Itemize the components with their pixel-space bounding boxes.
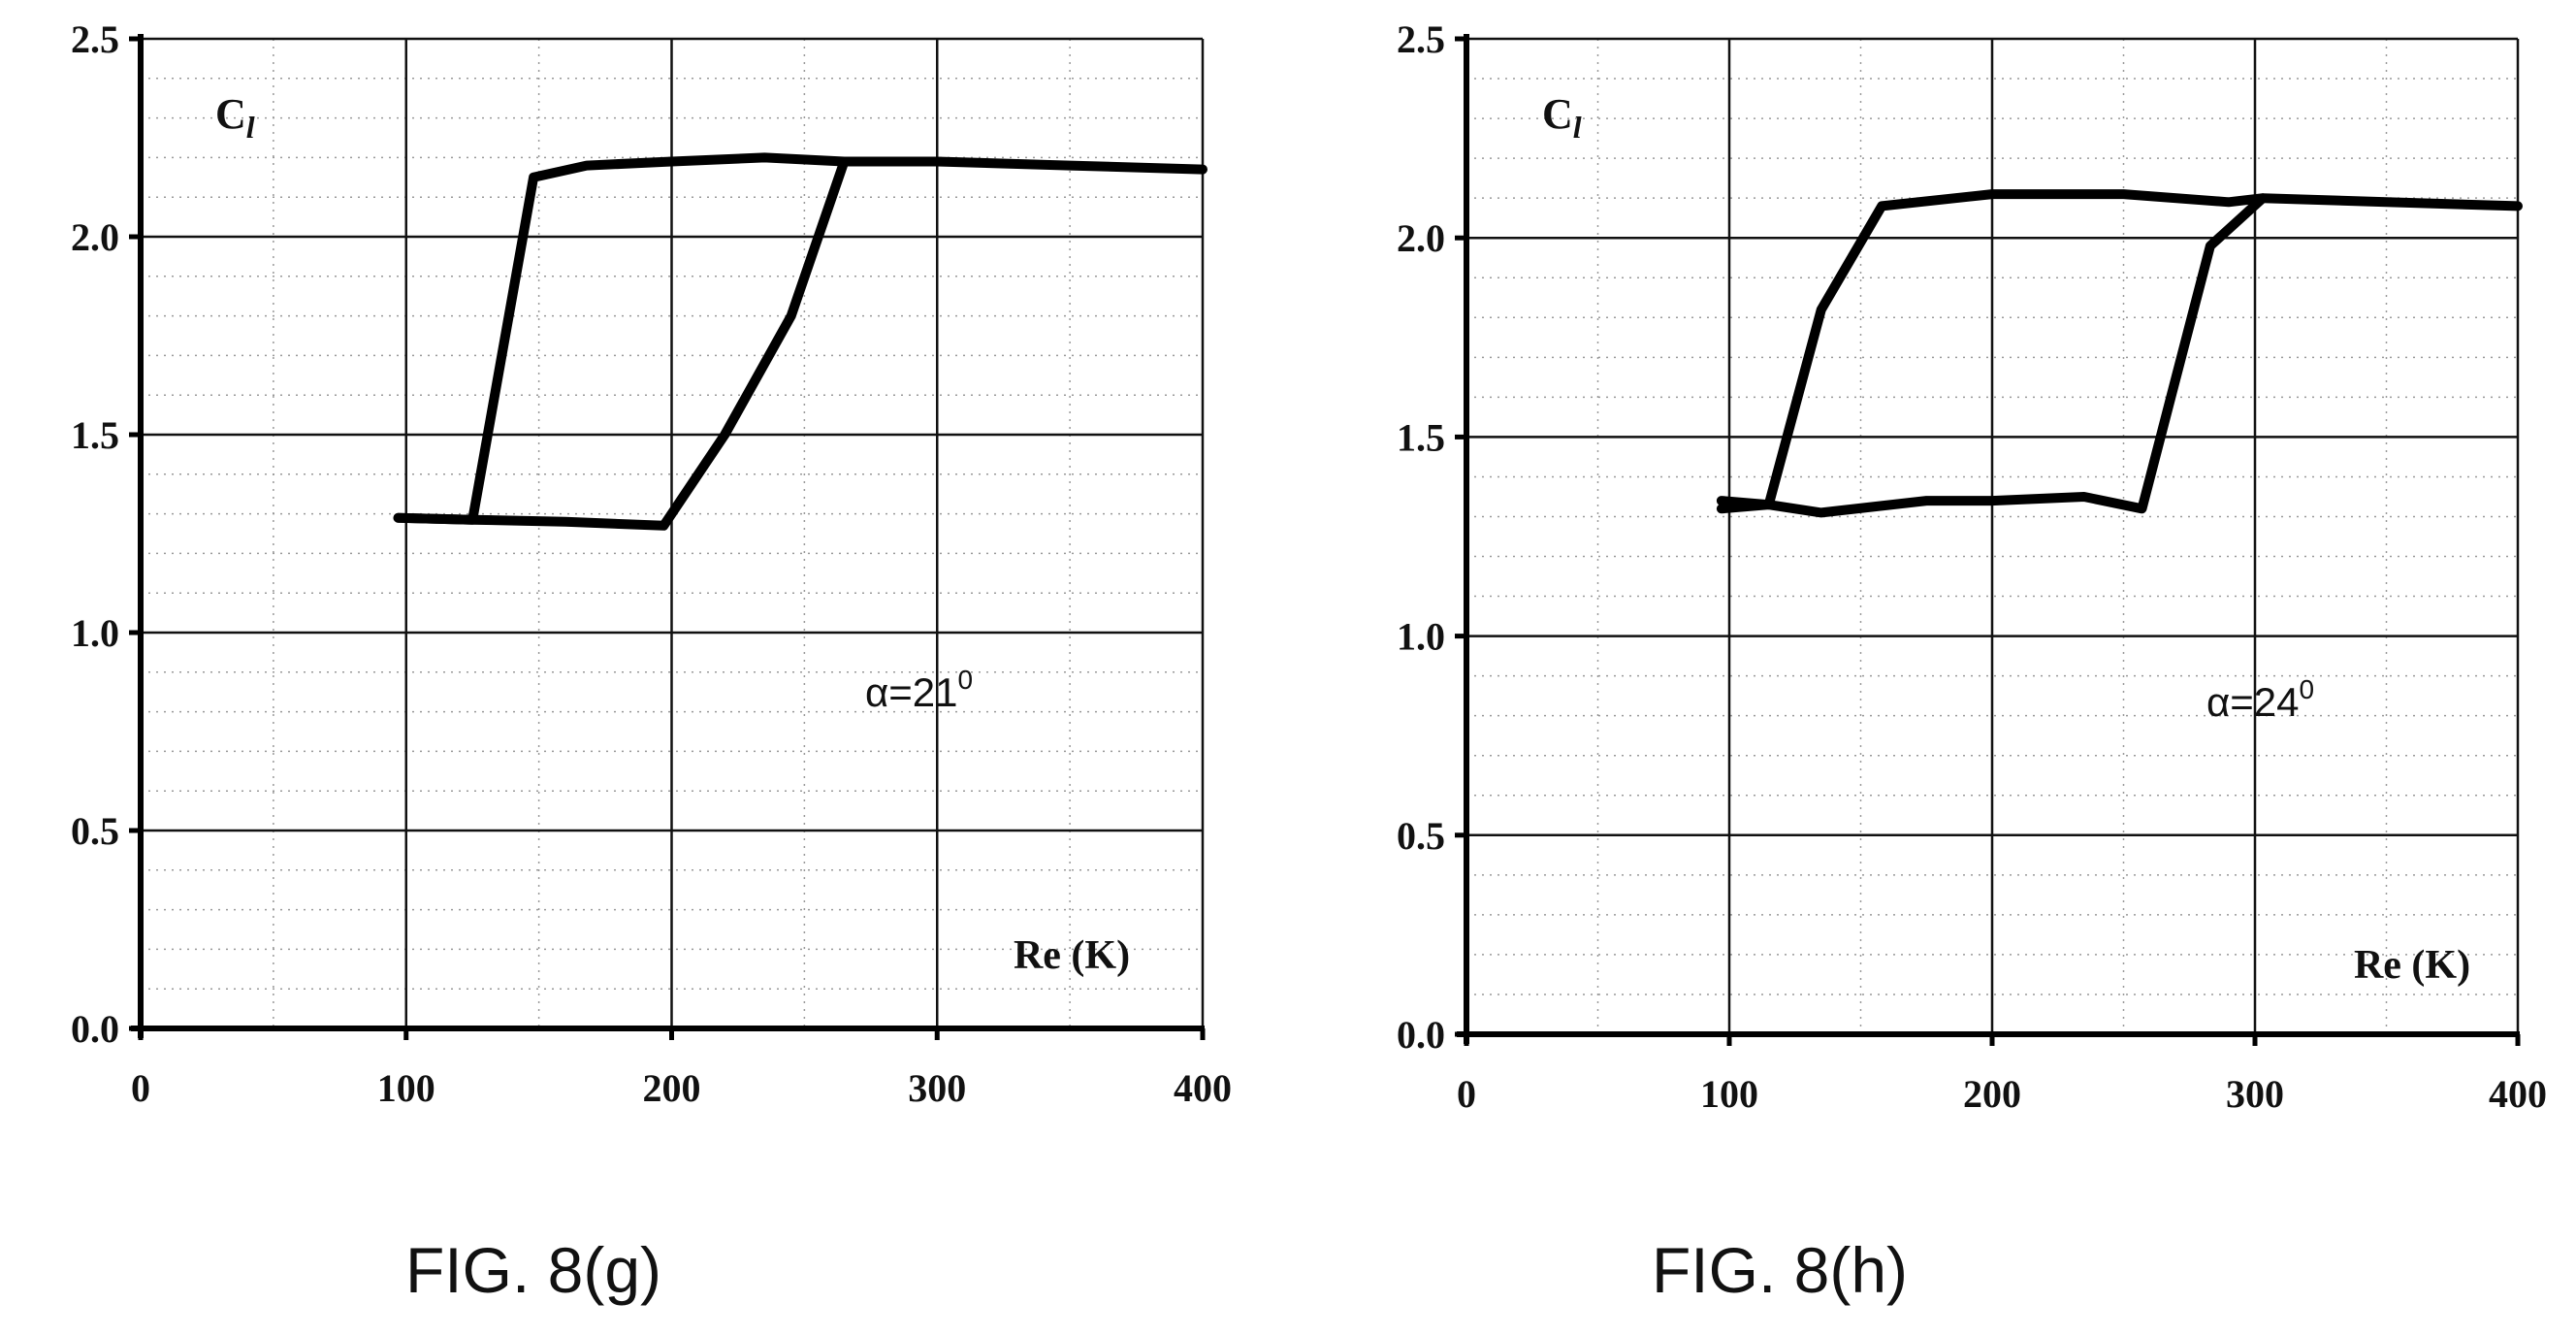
x-tick-label: 200 bbox=[1963, 1072, 2021, 1116]
y-axis-label: Cl bbox=[215, 90, 255, 145]
y-tick-label: 2.0 bbox=[1397, 216, 1445, 260]
x-axis-label: Re (K) bbox=[1014, 933, 1130, 978]
series-line-1 bbox=[1716, 193, 2269, 518]
x-tick-label: 400 bbox=[2489, 1072, 2547, 1116]
y-tick-label: 1.5 bbox=[1397, 415, 1445, 459]
series-line-0 bbox=[1716, 189, 2523, 510]
x-axis-label: Re (K) bbox=[2354, 943, 2470, 988]
angle-annotation: α=210 bbox=[865, 665, 973, 715]
series-line-0 bbox=[393, 152, 1208, 525]
y-tick-label: 1.0 bbox=[1397, 615, 1445, 659]
figure-caption: FIG. 8(g) bbox=[405, 1234, 661, 1306]
figure-caption: FIG. 8(h) bbox=[1652, 1234, 1908, 1306]
x-tick-label: 400 bbox=[1174, 1066, 1232, 1110]
x-tick-label: 300 bbox=[908, 1066, 966, 1110]
series-line-1 bbox=[393, 156, 850, 531]
y-tick-label: 0.0 bbox=[1397, 1013, 1445, 1057]
y-tick-label: 0.5 bbox=[1397, 814, 1445, 858]
x-tick-label: 0 bbox=[131, 1066, 150, 1110]
x-tick-label: 100 bbox=[377, 1066, 435, 1110]
y-tick-label: 2.5 bbox=[71, 17, 119, 61]
y-tick-label: 2.5 bbox=[1397, 17, 1445, 61]
x-tick-label: 100 bbox=[1700, 1072, 1758, 1116]
y-tick-label: 2.0 bbox=[71, 215, 119, 259]
x-tick-label: 0 bbox=[1457, 1072, 1476, 1116]
chart-panel-1: 0.0 0.5 1.0 1.5 2.0 2.5 0 100 200 300 400 Cl Re (K) α… bbox=[1397, 17, 2547, 1306]
x-tick-label: 200 bbox=[643, 1066, 701, 1110]
x-tick-label: 300 bbox=[2226, 1072, 2284, 1116]
angle-annotation: α=240 bbox=[2206, 674, 2314, 725]
y-tick-label: 0.0 bbox=[71, 1007, 119, 1051]
y-axis-label: Cl bbox=[1542, 90, 1582, 145]
y-tick-label: 1.0 bbox=[71, 611, 119, 655]
y-tick-label: 0.5 bbox=[71, 809, 119, 853]
y-tick-label: 1.5 bbox=[71, 413, 119, 457]
chart-panel-0: 0.0 0.5 1.0 1.5 2.0 2.5 0 100 200 300 400 Cl Re (K) α… bbox=[71, 17, 1232, 1306]
